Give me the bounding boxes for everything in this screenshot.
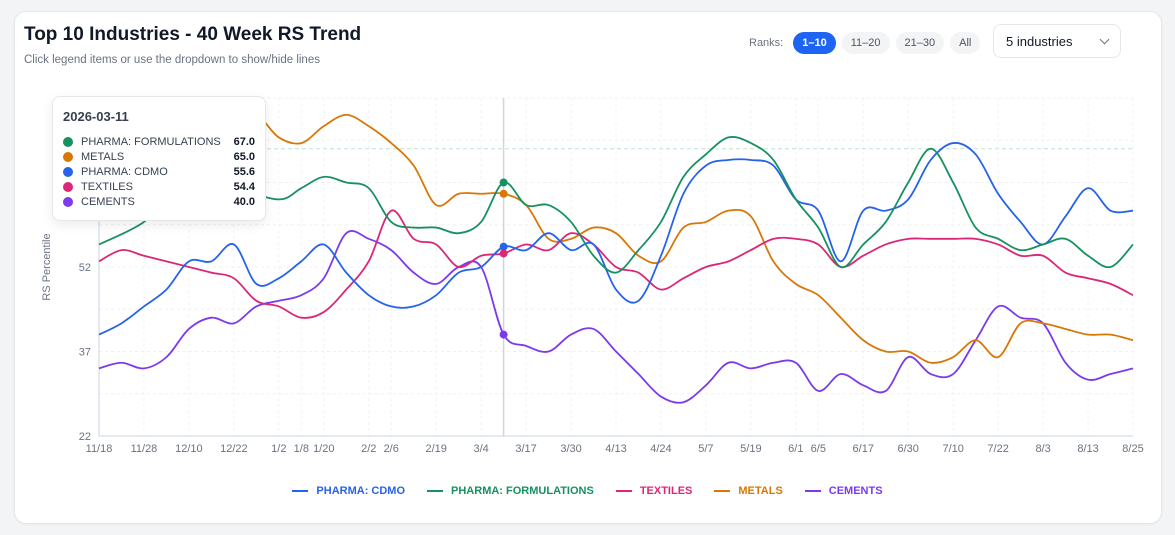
chart-tooltip: 2026-03-11 PHARMA: FORMULATIONS 67.0 MET… [52, 96, 266, 221]
x-tick-label: 2/19 [425, 443, 446, 455]
rank-21-30-button[interactable]: 21–30 [895, 32, 945, 54]
x-tick-label: 2/6 [384, 443, 399, 455]
tooltip-series-value: 54.4 [233, 180, 255, 193]
tooltip-series-name: PHARMA: CDMO [81, 165, 168, 178]
chart-subtitle: Click legend items or use the dropdown t… [24, 54, 320, 66]
hover-point [499, 249, 508, 258]
rank-all-button[interactable]: All [950, 32, 981, 54]
x-tick-label: 11/28 [131, 443, 158, 455]
series-dot-icon [63, 181, 73, 192]
x-tick-label: 8/3 [1035, 443, 1050, 455]
x-tick-label: 8/13 [1077, 443, 1098, 455]
x-tick-label: 3/30 [560, 443, 581, 455]
tooltip-series-name: TEXTILES [81, 180, 133, 193]
rank-11-20-button[interactable]: 11–20 [841, 32, 890, 54]
x-tick-label: 3/4 [473, 443, 488, 455]
tooltip-series-value: 40.0 [233, 195, 255, 208]
x-tick-label: 12/22 [220, 443, 248, 455]
x-tick-label: 6/5 [811, 443, 826, 455]
hover-point [499, 178, 508, 187]
series-line-pharma-formulations [98, 136, 1134, 274]
ranks-filter: Ranks: 1–10 11–20 21–30 All [749, 32, 981, 54]
legend-label: TEXTILES [639, 485, 693, 497]
x-tick-label: 1/8 [294, 443, 309, 455]
legend-swatch-icon [714, 490, 731, 492]
hover-point [499, 242, 508, 251]
x-tick-label: 8/25 [1122, 443, 1143, 455]
legend-label: CEMENTS [828, 485, 883, 497]
hover-point [499, 330, 508, 339]
x-tick-label: 4/24 [650, 443, 671, 455]
legend-label: PHARMA: FORMULATIONS [451, 485, 594, 497]
tooltip-series-value: 55.6 [233, 165, 255, 178]
x-tick-label: 12/10 [175, 443, 203, 455]
x-tick-label: 1/2 [271, 443, 286, 455]
industries-dropdown[interactable]: 5 industries [993, 24, 1121, 58]
ranks-label: Ranks: [749, 37, 784, 49]
tooltip-series-value: 65.0 [233, 150, 255, 163]
series-dot-icon [63, 136, 73, 147]
x-tick-label: 2/2 [361, 443, 376, 455]
legend-item[interactable]: METALS [714, 485, 783, 497]
series-line-pharma-cdmo [98, 142, 1134, 336]
y-tick-label: 37 [79, 347, 91, 359]
x-tick-label: 4/13 [605, 443, 626, 455]
y-axis-label: RS Percentile [41, 233, 53, 300]
x-tick-label: 5/19 [740, 443, 761, 455]
series-line-metals [98, 113, 1134, 364]
dropdown-value: 5 industries [1006, 33, 1073, 49]
series-dot-icon [63, 196, 73, 207]
rank-1-10-button[interactable]: 1–10 [793, 32, 836, 54]
tooltip-row: PHARMA: FORMULATIONS 67.0 [63, 134, 255, 149]
y-tick-label: 52 [79, 262, 91, 274]
tooltip-series-name: PHARMA: FORMULATIONS [81, 135, 221, 148]
series-line-textiles [98, 209, 1134, 319]
legend-item[interactable]: CEMENTS [804, 485, 883, 497]
legend-item[interactable]: PHARMA: CDMO [292, 485, 405, 497]
legend-item[interactable]: PHARMA: FORMULATIONS [427, 485, 594, 497]
tooltip-row: CEMENTS 40.0 [63, 194, 255, 209]
x-tick-label: 5/7 [698, 443, 713, 455]
x-tick-label: 6/30 [898, 443, 919, 455]
tooltip-series-value: 67.0 [233, 135, 255, 148]
x-tick-label: 11/18 [86, 443, 113, 455]
x-tick-label: 6/17 [853, 443, 874, 455]
x-tick-label: 3/17 [515, 443, 536, 455]
tooltip-row: METALS 65.0 [63, 149, 255, 164]
x-tick-label: 7/22 [987, 443, 1008, 455]
legend-swatch-icon [804, 490, 821, 492]
hover-point [499, 189, 508, 198]
chart-title: Top 10 Industries - 40 Week RS Trend [24, 24, 362, 45]
tooltip-date: 2026-03-11 [63, 109, 129, 124]
legend-label: METALS [738, 485, 783, 497]
legend-item[interactable]: TEXTILES [615, 485, 693, 497]
series-dot-icon [63, 166, 73, 177]
legend-swatch-icon [427, 490, 444, 492]
tooltip-row: TEXTILES 54.4 [63, 179, 255, 194]
x-tick-label: 1/20 [313, 443, 334, 455]
legend-swatch-icon [615, 490, 632, 492]
tooltip-row: PHARMA: CDMO 55.6 [63, 164, 255, 179]
legend-label: PHARMA: CDMO [316, 485, 406, 497]
x-tick-label: 6/1 [788, 443, 803, 455]
y-tick-label: 22 [79, 431, 91, 443]
series-dot-icon [63, 151, 73, 162]
tooltip-series-name: METALS [81, 150, 125, 163]
x-tick-label: 7/10 [942, 443, 963, 455]
series-line-cements [98, 230, 1134, 404]
chart-legend: PHARMA: CDMO PHARMA: FORMULATIONS TEXTILES… [0, 485, 1175, 497]
legend-swatch-icon [292, 490, 309, 492]
tooltip-series-name: CEMENTS [81, 195, 135, 208]
